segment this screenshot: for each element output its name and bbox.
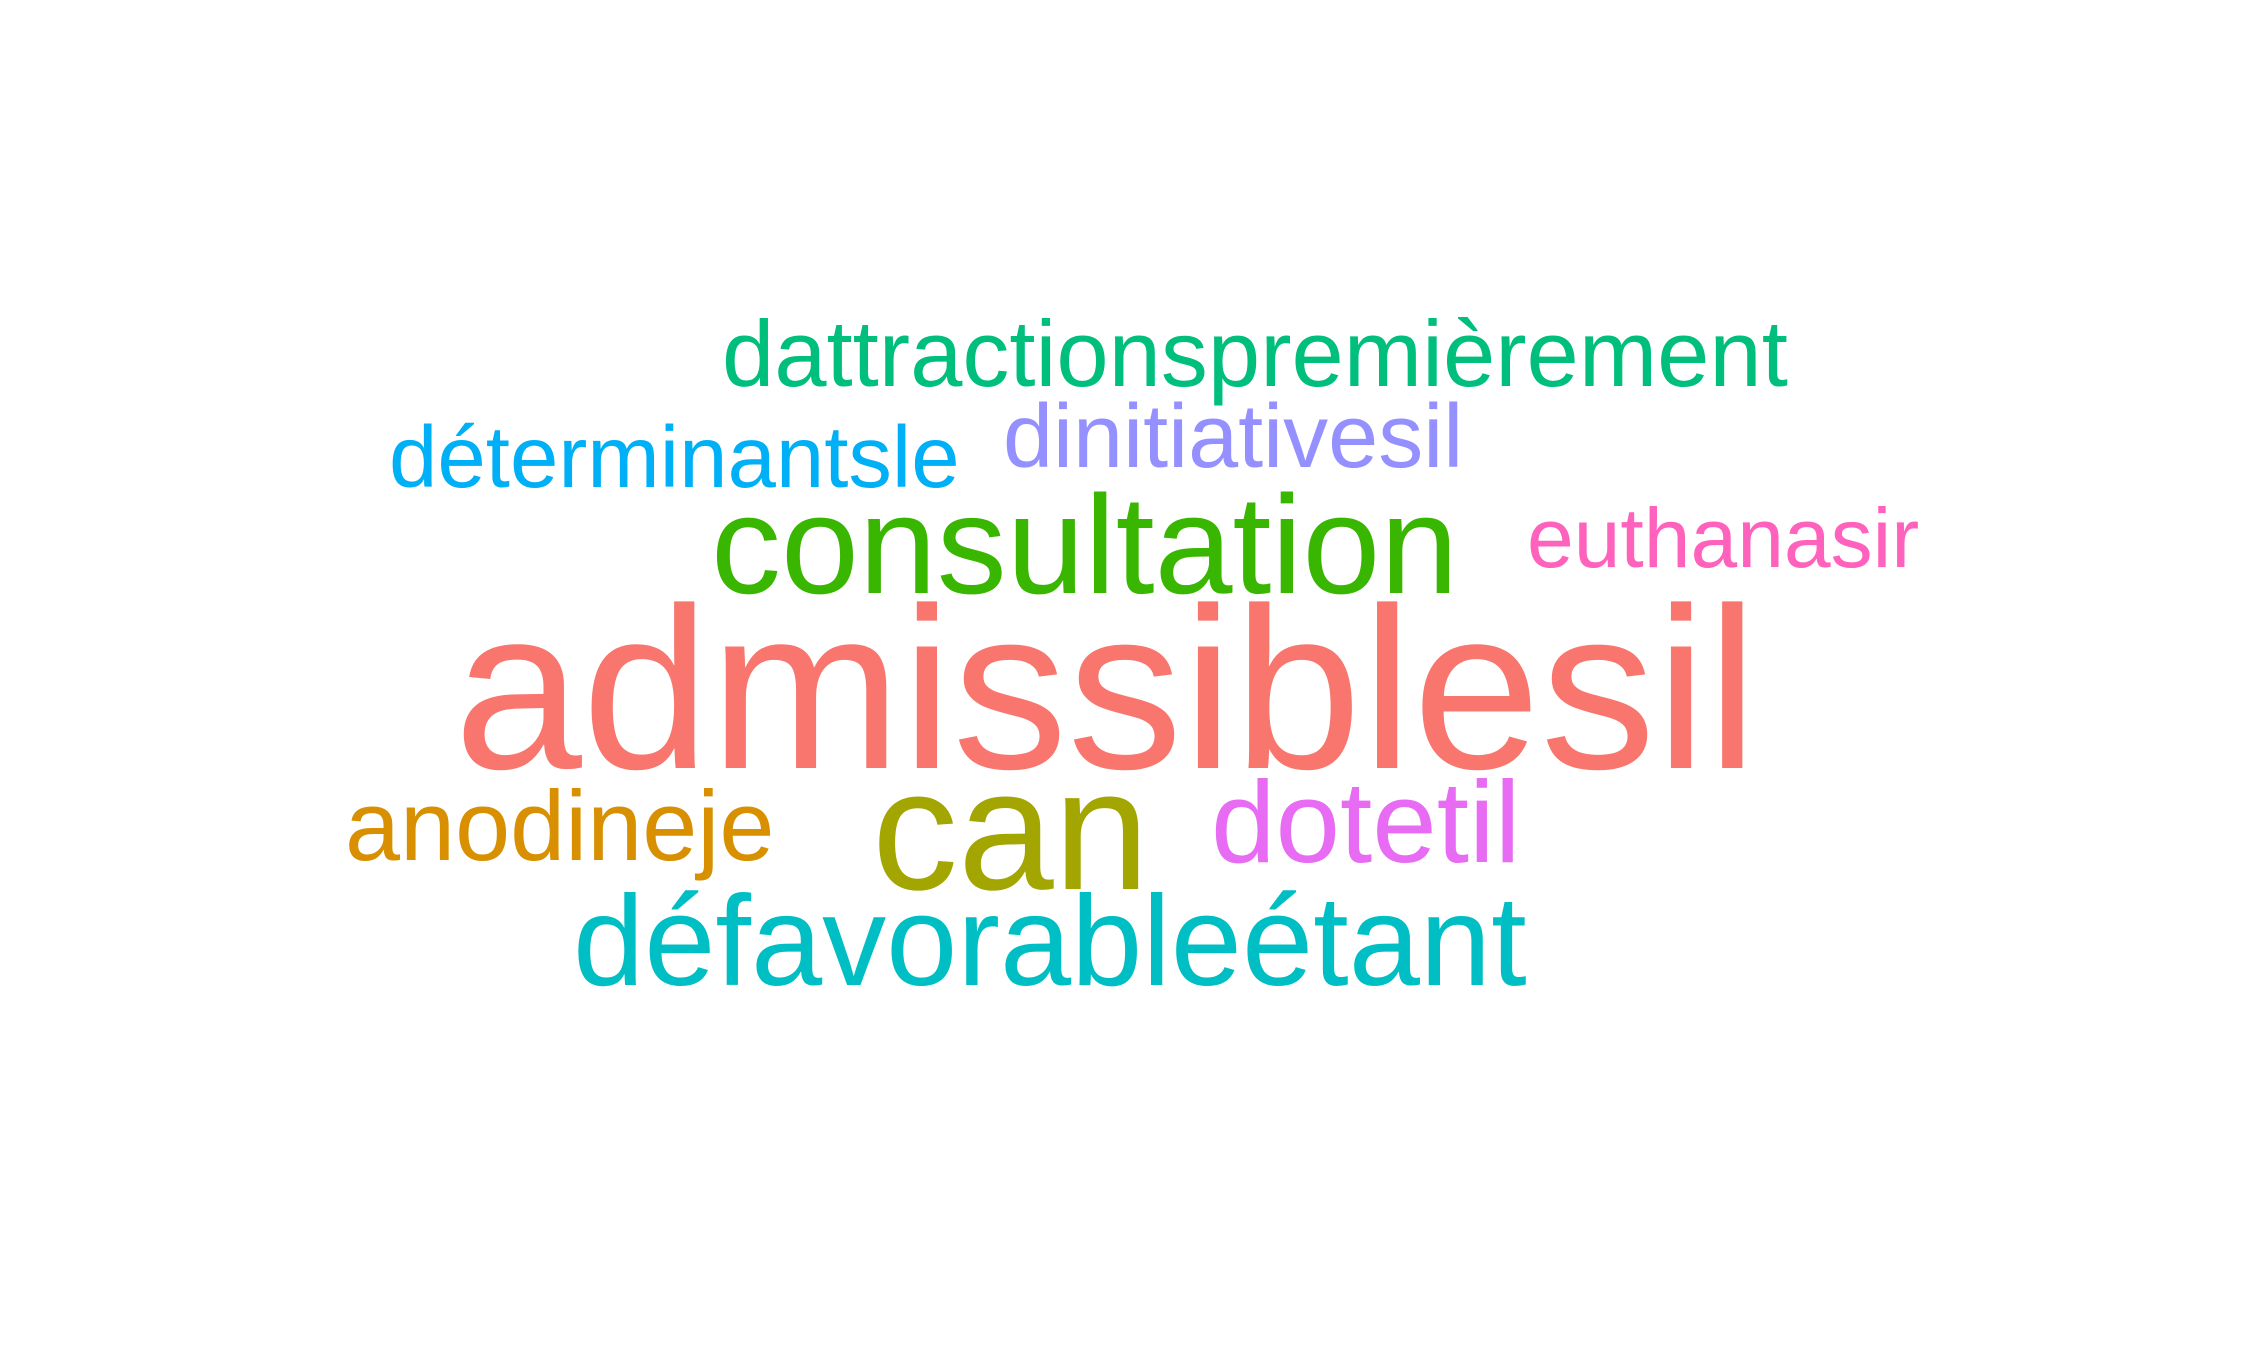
word-determinantsle: déterminantsle: [389, 409, 960, 506]
word-admissiblesil: admissiblesil: [454, 560, 1758, 817]
word-defavorableetant: défavorableétant: [573, 870, 1527, 1013]
word-consultation: consultation: [711, 466, 1459, 623]
word-dattractionspremierement: dattractionspremièrement: [722, 301, 1788, 406]
word-can: can: [872, 734, 1150, 926]
word-euthanasir: euthanasir: [1527, 491, 1920, 585]
word-dotetil: dotetil: [1211, 757, 1521, 887]
word-anodineje: anodineje: [345, 770, 775, 881]
word-dinitiativesil: dinitiativesil: [1003, 387, 1464, 487]
